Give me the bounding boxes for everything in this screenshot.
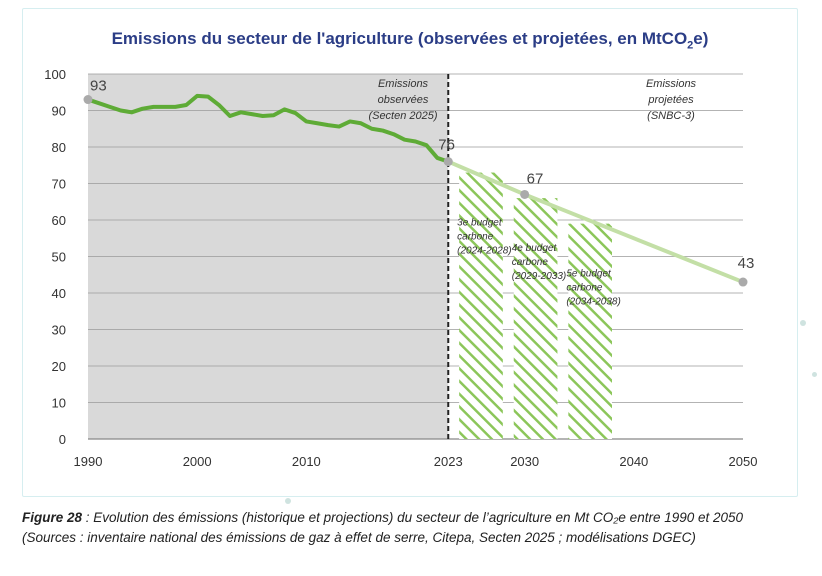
y-tick-label: 0 xyxy=(59,432,66,447)
carbon-budget-label: (2034-2038) xyxy=(566,297,620,308)
carbon-budget-label: carbone xyxy=(512,257,549,268)
x-tick-label: 1990 xyxy=(74,454,103,469)
observed-emissions-line xyxy=(86,93,451,164)
y-tick-label: 100 xyxy=(44,67,66,82)
data-point-marker xyxy=(520,189,530,199)
carbon-budget-label: (2024-2028) xyxy=(457,246,511,257)
decorative-dot xyxy=(800,320,806,326)
carbon-budget-label: 3e budget xyxy=(457,218,503,229)
decorative-dot xyxy=(285,498,291,504)
observed-period-note: observées xyxy=(378,94,429,106)
observed-period-note: Emissions xyxy=(378,78,429,90)
data-point-marker xyxy=(83,95,93,105)
carbon-budget-bar xyxy=(513,198,558,439)
carbon-budget-label: carbone xyxy=(457,232,494,243)
observed-period-note: (Secten 2025) xyxy=(368,110,437,122)
y-tick-label: 50 xyxy=(52,250,66,265)
x-tick-label: 2050 xyxy=(729,454,758,469)
y-tick-label: 60 xyxy=(52,213,66,228)
x-tick-label: 2030 xyxy=(510,454,539,469)
data-point-label: 76 xyxy=(438,137,455,154)
data-point-label: 43 xyxy=(738,255,755,272)
carbon-budget-label: (2029-2033) xyxy=(512,271,566,282)
chart-title: Emissions du secteur de l'agriculture (o… xyxy=(111,29,709,52)
x-tick-label: 2000 xyxy=(183,454,212,469)
carbon-budget-bar xyxy=(459,172,503,440)
data-point-marker xyxy=(738,277,748,287)
carbon-budget-label: 5e budget xyxy=(566,269,612,280)
carbon-budget-label: 4e budget xyxy=(512,243,558,254)
projected-period-note: (SNBC-3) xyxy=(647,110,695,122)
y-tick-label: 20 xyxy=(52,359,66,374)
decorative-dot xyxy=(812,372,817,377)
x-tick-label: 2010 xyxy=(292,454,321,469)
caption-text: : Evolution des émissions (historique et… xyxy=(22,510,744,545)
y-tick-label: 90 xyxy=(52,104,66,119)
caption-figure-number: Figure 28 xyxy=(22,510,83,525)
figure-caption: Figure 28 : Evolution des émissions (his… xyxy=(22,508,792,548)
carbon-budget-label: carbone xyxy=(566,283,603,294)
data-point-label: 67 xyxy=(527,170,544,187)
projected-period-note: projetées xyxy=(647,94,694,106)
y-tick-label: 70 xyxy=(52,177,66,192)
y-tick-label: 10 xyxy=(52,396,66,411)
y-tick-label: 30 xyxy=(52,323,66,338)
carbon-budget-bar xyxy=(568,223,612,439)
x-tick-label: 2040 xyxy=(619,454,648,469)
data-point-marker xyxy=(443,157,453,167)
projected-period-note: Emissions xyxy=(646,78,697,90)
x-tick-label: 2023 xyxy=(434,454,463,469)
y-tick-label: 40 xyxy=(52,286,66,301)
y-tick-label: 80 xyxy=(52,140,66,155)
data-point-label: 93 xyxy=(90,78,107,95)
